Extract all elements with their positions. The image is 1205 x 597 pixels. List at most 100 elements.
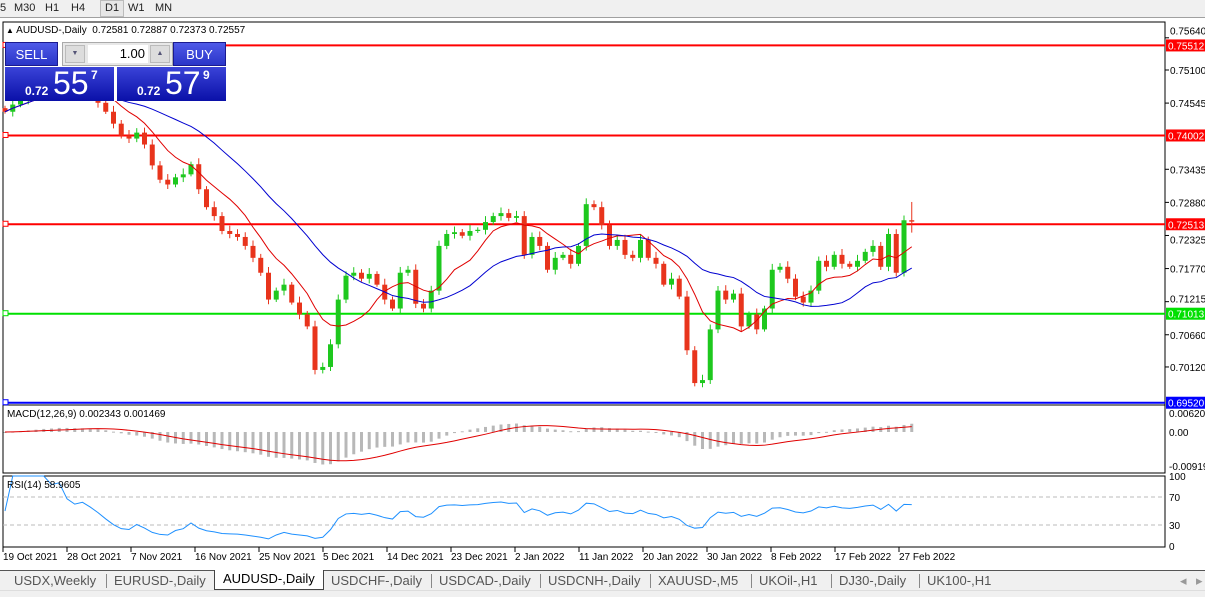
macd-histogram-bar bbox=[716, 432, 720, 447]
bull-candle bbox=[886, 233, 891, 267]
price-tick-label: 0.70120 bbox=[1170, 363, 1205, 374]
macd-histogram-bar bbox=[321, 432, 325, 465]
slow-moving-average-line bbox=[4, 93, 912, 307]
macd-histogram-bar bbox=[832, 430, 836, 432]
bull-candle bbox=[351, 272, 357, 276]
macd-histogram-bar bbox=[863, 427, 867, 432]
date-label: 23 Dec 2021 bbox=[451, 552, 508, 563]
chart-tabs: USDX,Weekly EURUSD-,Daily AUDUSD-,Daily USD… bbox=[0, 570, 1205, 590]
rsi-label: RSI(14) 58.9605 bbox=[7, 480, 81, 491]
bear-candle bbox=[149, 144, 155, 166]
tab-separator bbox=[650, 574, 651, 588]
bull-candle bbox=[490, 216, 496, 223]
macd-histogram-bar bbox=[189, 432, 193, 444]
tab-ukoil-h1[interactable]: UKOil-,H1 bbox=[759, 573, 818, 588]
level-price-badge bbox=[1166, 129, 1205, 142]
macd-panel bbox=[2, 404, 1166, 474]
buy-price-fraction: 9 bbox=[203, 68, 210, 82]
scroll-left-icon[interactable]: ◂ bbox=[1180, 573, 1187, 588]
macd-histogram-bar bbox=[81, 428, 84, 432]
macd-histogram-bar bbox=[73, 428, 77, 432]
macd-histogram-bar bbox=[119, 432, 123, 434]
macd-histogram-bar bbox=[429, 432, 433, 442]
tab-usdx-weekly[interactable]: USDX,Weekly bbox=[14, 573, 97, 588]
bear-candle bbox=[785, 266, 791, 279]
bull-candle bbox=[901, 220, 907, 273]
timeframe-mn[interactable]: MN bbox=[155, 2, 173, 14]
bear-candle bbox=[738, 293, 744, 327]
macd-histogram-bar bbox=[437, 432, 441, 439]
price-tick-label: 0.71215 bbox=[1170, 295, 1205, 306]
lot-size-input[interactable]: 1.00 bbox=[88, 45, 148, 63]
lot-size-stepper[interactable]: ▼ 1.00 ▲ bbox=[62, 42, 173, 66]
decrease-lot-icon[interactable]: ▼ bbox=[65, 45, 85, 63]
macd-histogram-bar bbox=[856, 428, 859, 432]
timeframe-5[interactable]: 5 bbox=[0, 2, 7, 14]
macd-histogram-bar bbox=[817, 432, 821, 434]
bull-candle bbox=[552, 257, 558, 270]
bear-candle bbox=[111, 111, 116, 124]
macd-histogram-bar bbox=[484, 426, 487, 432]
sell-price-fraction: 7 bbox=[91, 68, 98, 82]
timeframe-m30[interactable]: M30 bbox=[14, 2, 36, 14]
bear-candle bbox=[599, 207, 605, 226]
date-label: 20 Jan 2022 bbox=[643, 552, 698, 563]
scroll-right-icon[interactable]: ▸ bbox=[1196, 573, 1203, 588]
bull-candle bbox=[328, 344, 333, 367]
bull-candle bbox=[746, 314, 752, 327]
tab-usdcad-daily[interactable]: USDCAD-,Daily bbox=[439, 573, 531, 588]
ohlc-values: 0.72581 0.72887 0.72373 0.72557 bbox=[92, 25, 246, 36]
macd-histogram-bar bbox=[367, 432, 371, 450]
chart-header: ▲ AUDUSD-,Daily 0.72581 0.72887 0.72373 … bbox=[6, 25, 245, 36]
buy-price[interactable]: 0.72 57 9 bbox=[117, 65, 226, 101]
timeframe-h1[interactable]: H1 bbox=[45, 2, 60, 14]
tab-usdchf-daily[interactable]: USDCHF-,Daily bbox=[331, 573, 422, 588]
tab-usdcnh-daily[interactable]: USDCNH-,Daily bbox=[548, 573, 641, 588]
bear-candle bbox=[893, 233, 899, 273]
price-chart[interactable]: 0.756400.751000.745450.734350.728800.723… bbox=[0, 18, 1205, 570]
tab-separator bbox=[540, 574, 541, 588]
increase-lot-icon[interactable]: ▲ bbox=[150, 45, 170, 63]
tab-uk100-h1[interactable]: UK100-,H1 bbox=[927, 573, 992, 588]
tab-eurusd-daily[interactable]: EURUSD-,Daily bbox=[114, 573, 206, 588]
tab-dj30-daily[interactable]: DJ30-,Daily bbox=[839, 573, 907, 588]
bear-candle bbox=[2, 108, 8, 112]
bull-candle bbox=[475, 229, 481, 232]
tab-audusd-daily[interactable]: AUDUSD-,Daily bbox=[214, 570, 324, 590]
timeframe-w1[interactable]: W1 bbox=[128, 2, 145, 14]
rsi-panel bbox=[2, 475, 1166, 548]
macd-histogram-bar bbox=[329, 432, 332, 465]
bear-candle bbox=[754, 314, 760, 330]
bull-candle bbox=[335, 299, 341, 345]
macd-histogram-bar bbox=[298, 432, 301, 460]
level-price-label: 0.72513 bbox=[1168, 220, 1205, 231]
buy-button[interactable]: BUY bbox=[173, 42, 226, 66]
sell-button[interactable]: SELL bbox=[5, 42, 58, 66]
macd-signal-line bbox=[4, 425, 912, 462]
bull-candle bbox=[707, 329, 713, 381]
price-tick-label: 0.71770 bbox=[1170, 265, 1205, 276]
sell-price[interactable]: 0.72 55 7 bbox=[5, 65, 114, 101]
bear-candle bbox=[506, 213, 512, 218]
bear-candle bbox=[653, 257, 659, 264]
timeframe-d1[interactable]: D1 bbox=[100, 0, 125, 17]
macd-histogram-bar bbox=[840, 429, 844, 432]
bull-candle bbox=[281, 284, 287, 291]
macd-histogram-bar bbox=[143, 432, 146, 437]
bear-candle bbox=[521, 216, 527, 255]
bear-candle bbox=[723, 290, 729, 300]
tab-xauusd-m5[interactable]: XAUUSD-,M5 bbox=[658, 573, 739, 588]
macd-histogram-bar bbox=[150, 432, 154, 439]
sell-price-prefix: 0.72 bbox=[25, 84, 49, 98]
collapse-triangle-icon[interactable]: ▲ bbox=[6, 26, 14, 35]
macd-histogram-bar bbox=[104, 430, 108, 432]
bear-candle bbox=[824, 260, 829, 267]
bear-candle bbox=[684, 296, 690, 351]
bear-candle bbox=[421, 303, 426, 309]
timeframe-h4[interactable]: H4 bbox=[71, 2, 86, 14]
rsi-tick-label: 70 bbox=[1169, 493, 1181, 504]
level-price-label: 0.74002 bbox=[1168, 131, 1205, 142]
bull-candle bbox=[444, 233, 450, 246]
bull-candle bbox=[467, 231, 473, 236]
macd-histogram-bar bbox=[530, 425, 534, 432]
